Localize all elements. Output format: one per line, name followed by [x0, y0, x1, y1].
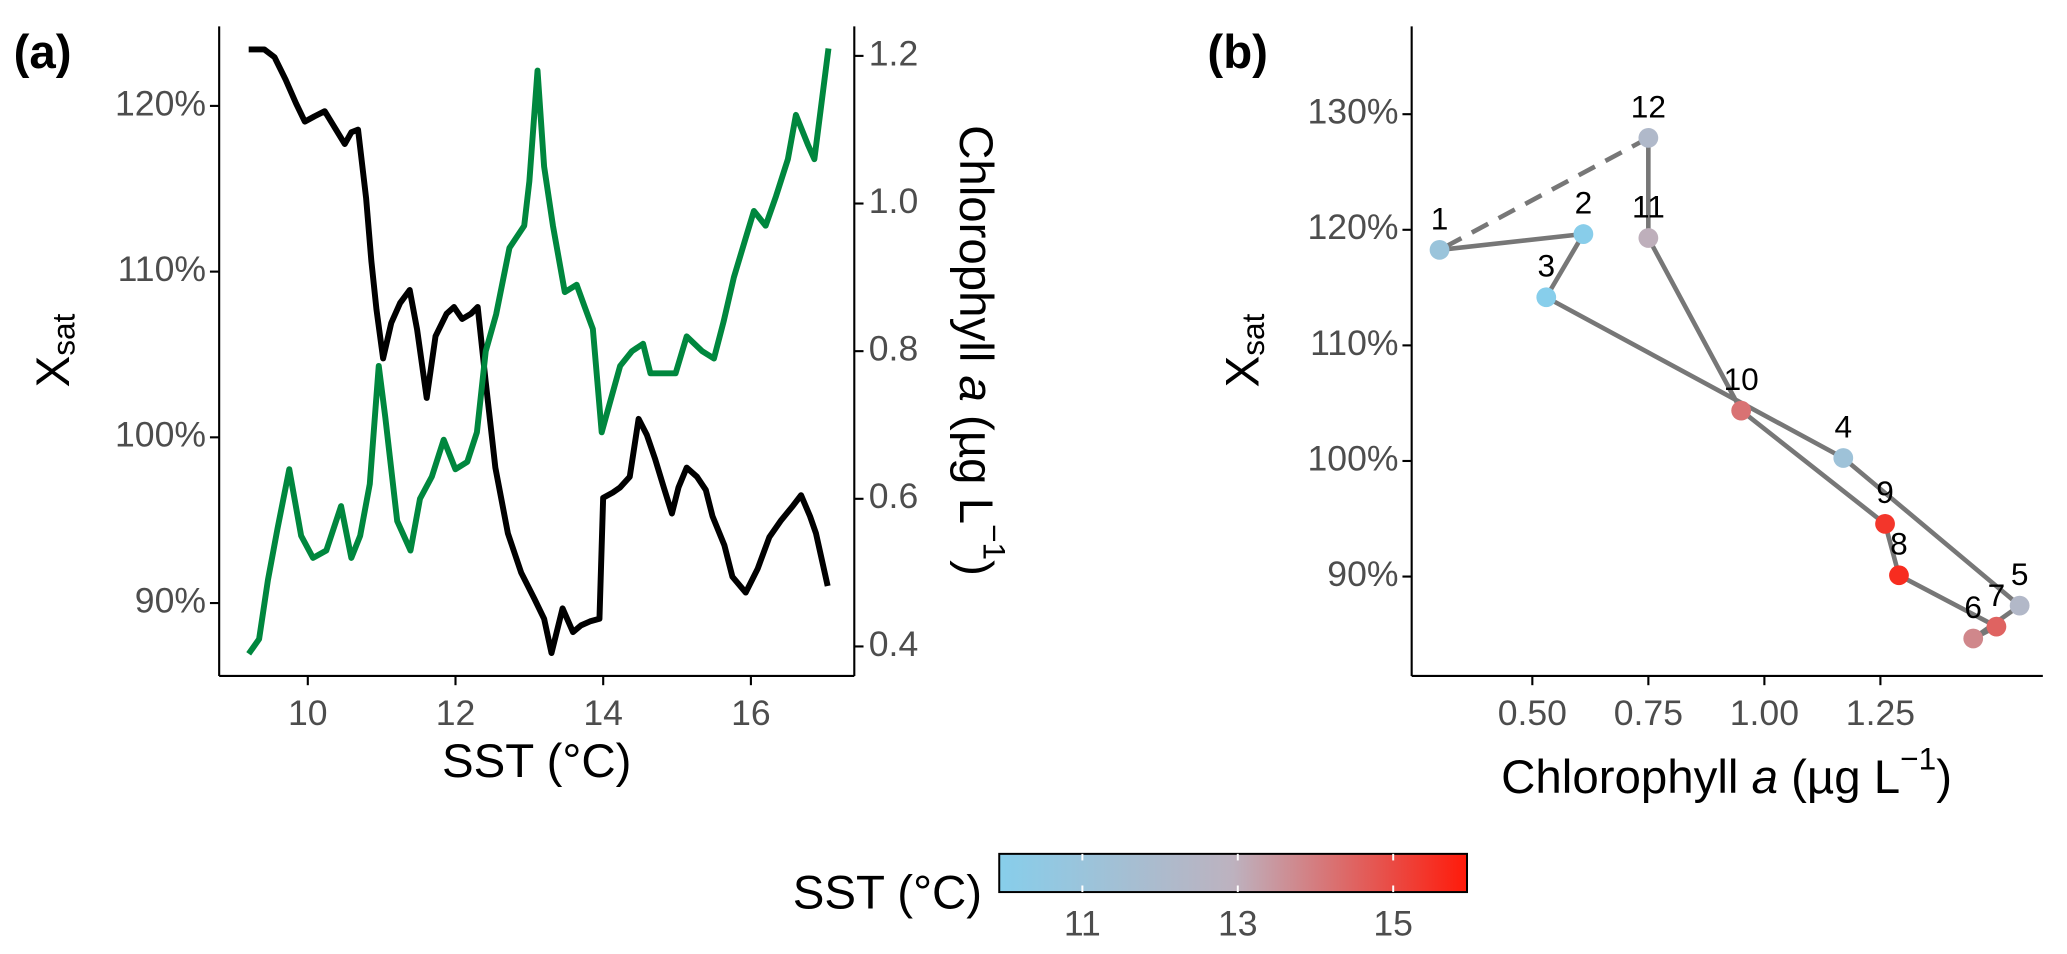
point-label: 11: [1632, 188, 1665, 224]
point-label: 12: [1631, 88, 1666, 124]
y2-axis-label: Chlorophyll a (µg L−1): [949, 125, 1012, 576]
point-label: 5: [2011, 556, 2029, 592]
y2-tick-label: 0.4: [869, 624, 918, 664]
x-tick-label: 0.75: [1614, 693, 1683, 733]
y2-tick-label: 1.2: [869, 33, 918, 73]
data-line: [246, 48, 832, 656]
data-point: [1963, 628, 1984, 649]
data-point: [1986, 616, 2007, 637]
data-point: [1875, 513, 1895, 534]
data-point: [1638, 228, 1659, 248]
y2-tick-label: 0.6: [869, 476, 918, 516]
panel-label: (b): [1207, 26, 1268, 79]
y-tick-label: 90%: [1327, 554, 1398, 594]
data-point: [1833, 448, 1854, 468]
point-label: 6: [1964, 589, 1982, 625]
data-point: [1638, 128, 1659, 148]
y-tick-label: 120%: [1308, 207, 1399, 247]
data-point: [1573, 224, 1594, 244]
point-label: 1: [1431, 200, 1449, 236]
x-tick-label: 10: [288, 693, 328, 733]
y-tick-label: 120%: [115, 83, 206, 123]
colorbar-tick-label: 15: [1373, 904, 1413, 944]
x-tick-label: 14: [583, 693, 623, 733]
colorbar-title: SST (°C): [793, 867, 982, 920]
point-label: 3: [1537, 248, 1555, 284]
data-point: [1429, 240, 1450, 260]
y-tick-label: 130%: [1308, 92, 1399, 132]
data-line: [248, 46, 831, 657]
x-tick-label: 1.00: [1730, 693, 1799, 733]
point-label: 4: [1834, 408, 1852, 444]
y-tick-label: 110%: [1310, 323, 1398, 363]
y2-tick-label: 1.0: [869, 181, 918, 221]
point-label: 10: [1724, 361, 1759, 397]
x-tick-label: 16: [731, 693, 771, 733]
y-tick-label: 100%: [1308, 438, 1399, 478]
y-axis-label: Xsat: [1216, 313, 1271, 387]
data-point: [1536, 287, 1557, 308]
data-point: [2009, 595, 2030, 616]
point-label: 2: [1575, 184, 1593, 220]
y-axis-label: Xsat: [26, 313, 81, 387]
x-tick-label: 1.25: [1846, 693, 1915, 733]
closing-line: [1438, 135, 1650, 252]
colorbar: [998, 852, 1469, 894]
colorbar-tick-label: 13: [1218, 904, 1258, 944]
colorbar-tick-label: 11: [1064, 904, 1101, 944]
y2-tick-label: 0.8: [869, 329, 918, 369]
point-label: 7: [1988, 577, 2006, 613]
y-tick-label: 110%: [118, 249, 206, 289]
x-axis-label: Chlorophyll a (µg L−1): [1501, 741, 1952, 804]
x-tick-label: 0.50: [1498, 693, 1567, 733]
x-axis-label: SST (°C): [442, 735, 631, 788]
y-tick-label: 100%: [115, 415, 206, 455]
x-tick-label: 12: [436, 693, 476, 733]
point-label: 9: [1876, 474, 1894, 510]
panel-label: (a): [14, 26, 72, 79]
data-point: [1889, 565, 1909, 586]
point-label: 8: [1890, 526, 1908, 562]
y-tick-label: 90%: [135, 580, 206, 620]
connecting-line: [1439, 137, 2022, 641]
data-point: [1731, 400, 1752, 421]
